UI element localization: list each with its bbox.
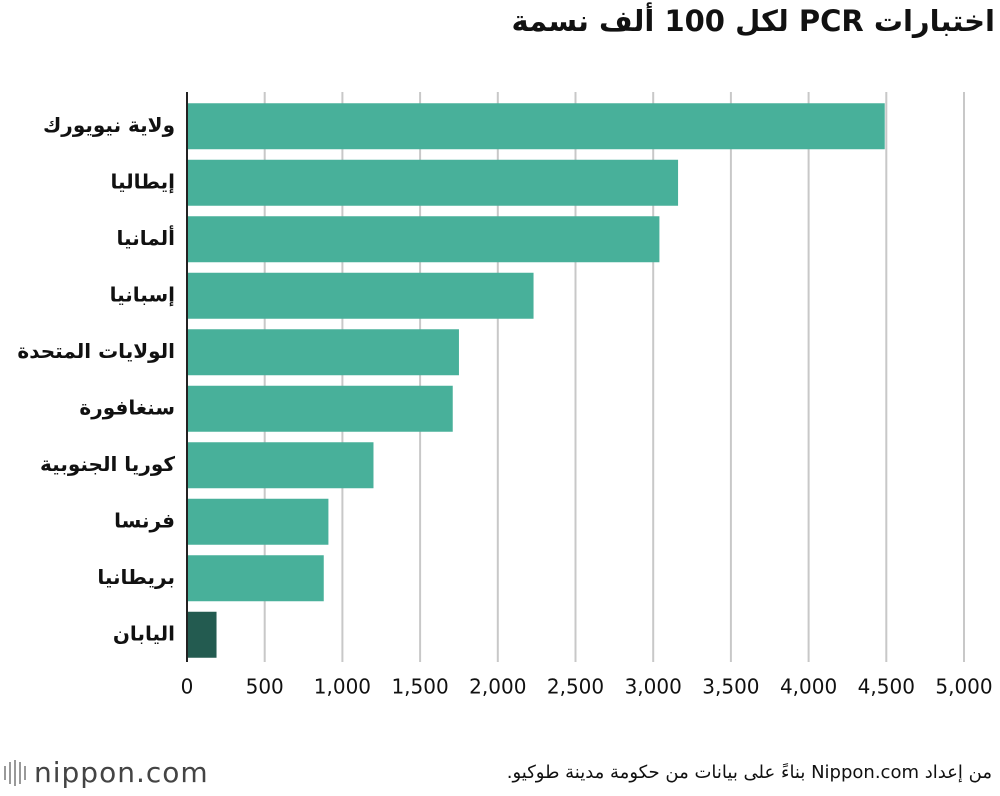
bar bbox=[187, 103, 885, 150]
x-tick-label: 2,500 bbox=[547, 675, 604, 699]
y-tick-label: الولايات المتحدة bbox=[17, 339, 175, 363]
bar bbox=[187, 272, 534, 319]
y-tick-label: سنغافورة bbox=[79, 395, 175, 419]
y-tick-label: كوريا الجنوبية bbox=[40, 452, 175, 476]
x-tick-label: 3,000 bbox=[625, 675, 682, 699]
y-tick-label: بريطانيا bbox=[97, 565, 175, 589]
y-tick-label: ألمانيا bbox=[117, 224, 175, 250]
logo: nippon.com bbox=[34, 756, 209, 789]
x-tick-label: 0 bbox=[181, 675, 194, 699]
logo-mark bbox=[4, 760, 26, 786]
x-tick-label: 3,500 bbox=[702, 675, 759, 699]
bar bbox=[187, 216, 660, 263]
bar bbox=[187, 498, 329, 545]
bar bbox=[187, 442, 374, 489]
y-tick-label: إيطاليا bbox=[110, 169, 175, 193]
bar bbox=[187, 555, 324, 602]
x-tick-label: 5,000 bbox=[935, 675, 992, 699]
bar bbox=[187, 611, 217, 658]
source-note: من إعداد Nippon.com بناءً على بيانات من … bbox=[506, 762, 992, 783]
bar bbox=[187, 385, 453, 432]
bar bbox=[187, 329, 459, 376]
y-tick-label: اليابان bbox=[113, 621, 175, 645]
y-tick-label: ولاية نيويورك bbox=[43, 113, 175, 137]
x-tick-label: 4,000 bbox=[780, 675, 837, 699]
x-tick-label: 1,000 bbox=[314, 675, 371, 699]
chart-title: اختبارات PCR لكل 100 ألف نسمة bbox=[511, 4, 995, 38]
y-tick-label: إسبانيا bbox=[110, 282, 175, 306]
y-tick-label: فرنسا bbox=[114, 508, 175, 532]
x-tick-label: 2,000 bbox=[469, 675, 526, 699]
x-tick-label: 4,500 bbox=[858, 675, 915, 699]
x-tick-label: 1,500 bbox=[391, 675, 448, 699]
bar bbox=[187, 159, 679, 206]
x-tick-label: 500 bbox=[246, 675, 284, 699]
